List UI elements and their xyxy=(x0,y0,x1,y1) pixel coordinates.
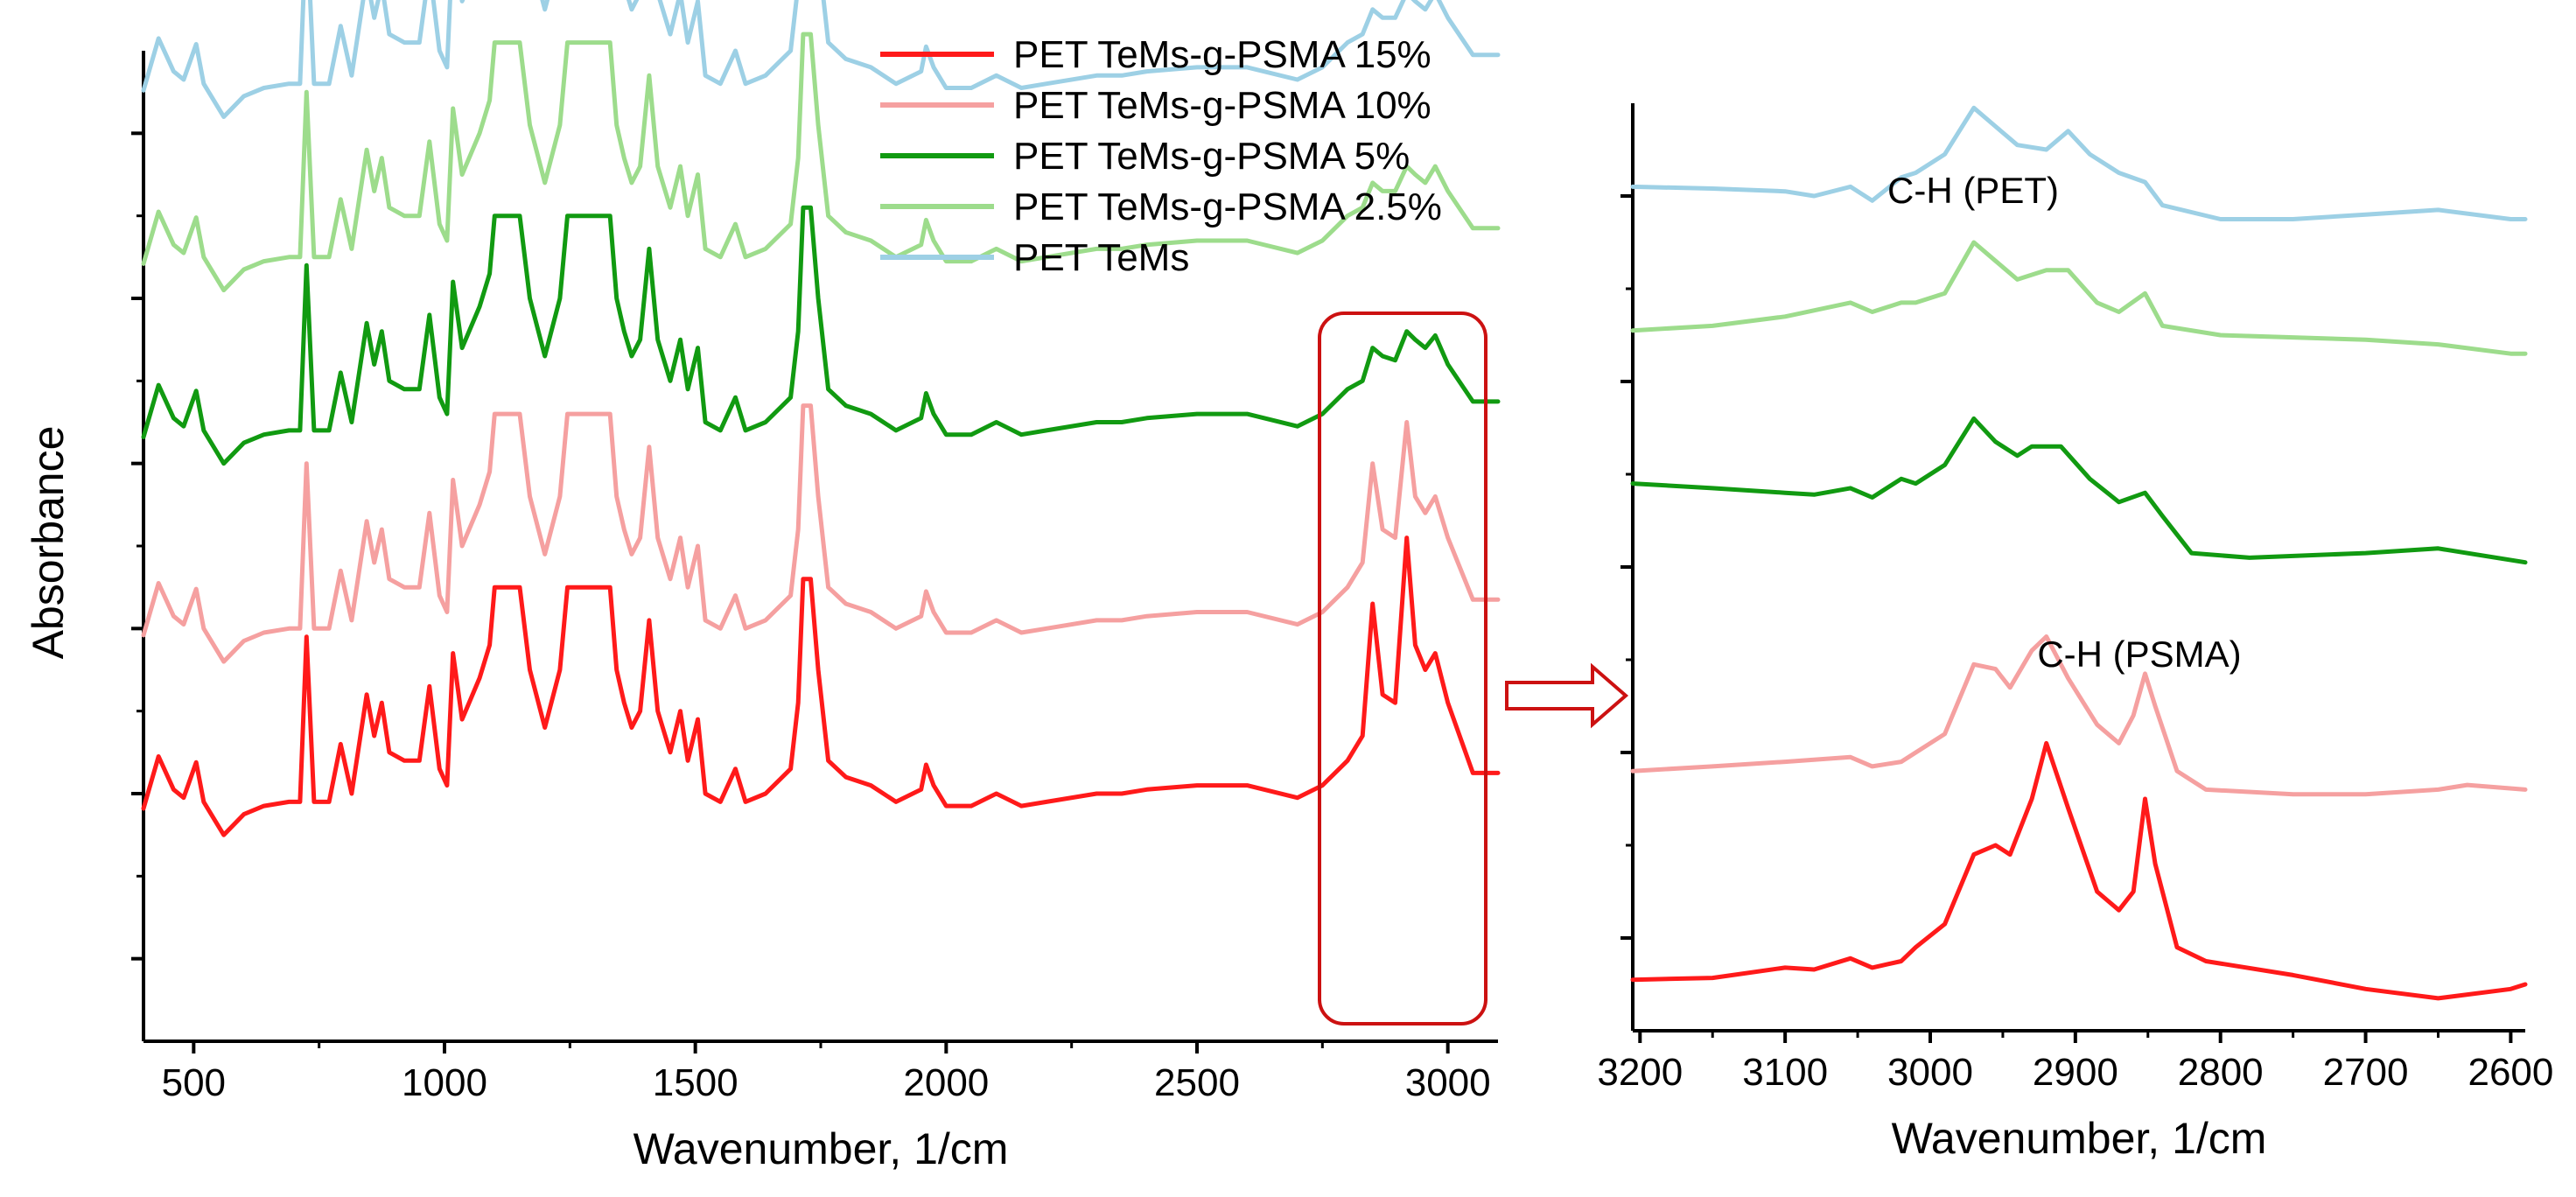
right-series-group xyxy=(1630,105,2528,1001)
left-x-tick-label: 3000 xyxy=(1405,1061,1491,1104)
right-series-2 xyxy=(1630,416,2528,565)
left-x-tick-label: 2500 xyxy=(1154,1061,1240,1104)
right-series-4 xyxy=(1630,105,2528,221)
left-x-tick-label: 1500 xyxy=(653,1061,738,1104)
right-series-3 xyxy=(1630,240,2528,356)
left-x-tick-label: 500 xyxy=(162,1061,226,1104)
highlight-rect xyxy=(1318,312,1488,1026)
right-x-tick-label: 3100 xyxy=(1742,1051,1828,1094)
left-y-ticks xyxy=(131,131,144,961)
left-series-3 xyxy=(141,32,1501,293)
right-x-tick-label: 3000 xyxy=(1887,1051,1973,1094)
annotation-ch-psma: C-H (PSMA) xyxy=(2037,634,2241,675)
right-x-ticks: 3200 3100 3000 2900 2800 2700 2600 xyxy=(1597,1031,2553,1094)
zoom-arrow xyxy=(1505,662,1629,729)
left-x-tick-label: 2000 xyxy=(903,1061,989,1104)
left-series-group xyxy=(141,0,1501,837)
y-axis-title: Absorbance xyxy=(24,426,73,660)
legend: PET TeMs-g-PSMA 15% PET TeMs-g-PSMA 10% PE… xyxy=(880,33,1442,279)
right-x-tick-label: 3200 xyxy=(1597,1051,1683,1094)
right-y-ticks xyxy=(1620,194,1633,940)
left-series-2 xyxy=(141,205,1501,466)
legend-label: PET TeMs xyxy=(1013,236,1189,279)
left-series-1 xyxy=(141,403,1501,664)
left-x-axis-title: Wavenumber, 1/cm xyxy=(634,1124,1009,1173)
full-spectrum-panel: 500 1000 1500 2000 2500 3000 Wavenumber, 1/cm… xyxy=(24,0,1501,1173)
right-x-tick-label: 2800 xyxy=(2178,1051,2264,1094)
legend-label: PET TeMs-g-PSMA 5% xyxy=(1013,135,1410,178)
right-series-1 xyxy=(1630,634,2528,797)
right-x-tick-label: 2900 xyxy=(2033,1051,2118,1094)
legend-label: PET TeMs-g-PSMA 2.5% xyxy=(1013,186,1442,228)
right-x-axis-title: Wavenumber, 1/cm xyxy=(1892,1114,2267,1163)
right-x-tick-label: 2600 xyxy=(2468,1051,2553,1094)
left-series-0 xyxy=(141,536,1501,837)
left-x-tick-label: 1000 xyxy=(402,1061,487,1104)
zoom-panel: 3200 3100 3000 2900 2800 2700 2600 C-H (PET) C… xyxy=(1597,103,2553,1163)
right-x-tick-label: 2700 xyxy=(2323,1051,2409,1094)
left-series-4 xyxy=(141,0,1501,119)
legend-label: PET TeMs-g-PSMA 15% xyxy=(1013,33,1432,76)
legend-label: PET TeMs-g-PSMA 10% xyxy=(1013,84,1432,127)
right-series-0 xyxy=(1630,740,2528,1001)
left-x-ticks: 500 1000 1500 2000 2500 3000 xyxy=(162,1041,1491,1104)
annotation-ch-pet: C-H (PET) xyxy=(1887,170,2059,211)
